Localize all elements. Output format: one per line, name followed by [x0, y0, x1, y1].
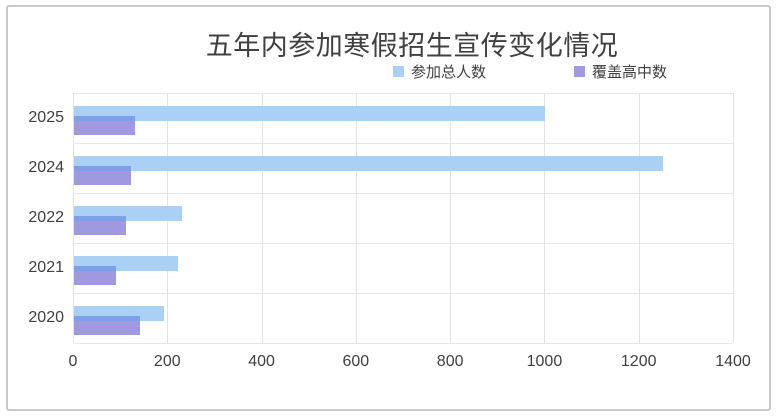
legend-label: 覆盖高中数: [592, 64, 668, 81]
gridline-vertical: [544, 93, 546, 343]
gridline-horizontal: [73, 293, 733, 294]
gridline-vertical: [355, 93, 357, 343]
x-tick-label-1000: 1000: [526, 353, 563, 370]
x-tick-label-0: 0: [68, 353, 78, 370]
x-tick-label-1400: 1400: [715, 353, 751, 370]
x-tick-label-400: 400: [248, 353, 275, 370]
legend-item-1: 覆盖高中数: [574, 61, 667, 82]
gridline-vertical: [450, 93, 452, 343]
bar-overlap-stripe-2020: [74, 316, 140, 321]
legend-swatch-icon: [393, 66, 404, 77]
x-tick-label-1200: 1200: [620, 353, 657, 370]
gridline-vertical: [261, 93, 263, 343]
gridline-horizontal: [73, 343, 733, 344]
bar-total-2024: [74, 156, 664, 171]
legend: 参加总人数 覆盖高中数: [393, 61, 667, 82]
gridline-horizontal: [73, 193, 733, 194]
gridline-vertical: [638, 93, 640, 343]
bar-overlap-stripe-2025: [74, 116, 136, 121]
plot-area: [73, 93, 734, 344]
gridline-horizontal: [73, 143, 733, 144]
y-tick-label-2020: 2020: [28, 309, 64, 326]
legend-swatch-icon: [574, 66, 586, 77]
x-tick-label-200: 200: [153, 353, 181, 370]
gridline-vertical: [73, 93, 74, 343]
chart-title: 五年内参加寒假招生宣传变化情况: [205, 31, 619, 61]
x-tick-label-800: 800: [436, 353, 464, 370]
bar-overlap-stripe-2024: [74, 166, 131, 171]
bar-total-2025: [74, 106, 546, 121]
bar-overlap-stripe-2022: [74, 216, 126, 221]
y-tick-label-2024: 2024: [28, 159, 64, 176]
x-tick-label-600: 600: [342, 353, 370, 370]
gridline-horizontal: [73, 243, 733, 244]
gridline-horizontal: [73, 93, 733, 94]
gridline-vertical: [733, 93, 734, 343]
legend-label: 参加总人数: [411, 64, 487, 81]
bar-overlap-stripe-2021: [74, 266, 117, 271]
y-tick-label-2021: 2021: [28, 259, 64, 276]
legend-item-0: 参加总人数: [393, 61, 486, 82]
y-tick-label-2025: 2025: [28, 109, 64, 126]
y-tick-label-2022: 2022: [28, 209, 64, 226]
